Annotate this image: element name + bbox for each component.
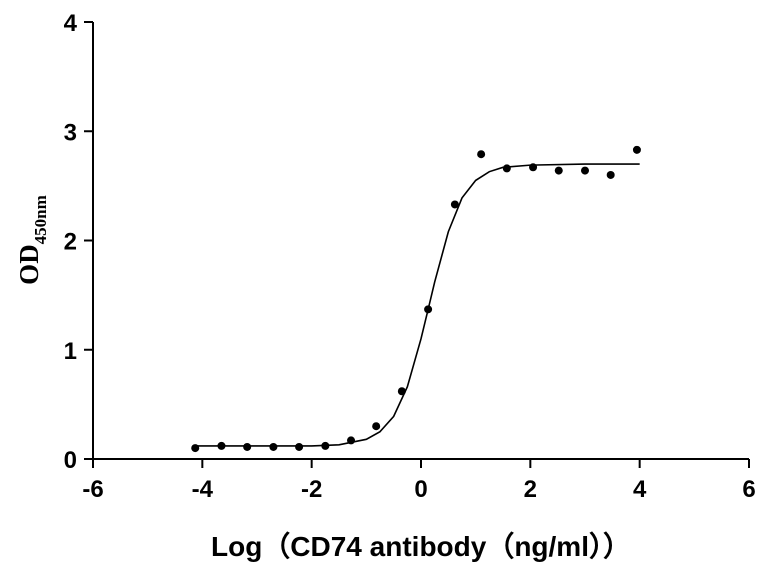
x-tick-label: 6	[742, 476, 755, 503]
data-point	[529, 163, 538, 172]
data-point	[269, 442, 278, 451]
data-point	[581, 166, 589, 175]
data-point	[321, 441, 330, 450]
data-point	[450, 200, 459, 209]
data-point	[243, 442, 252, 451]
data-point	[217, 441, 226, 450]
y-tick-label: 2	[64, 229, 77, 256]
y-tick-label: 4	[64, 10, 78, 37]
x-tick-label: -2	[301, 476, 322, 503]
data-point	[295, 442, 304, 451]
x-axis-label: Log（CD74 antibody（ng/ml））	[211, 530, 631, 562]
x-tick-label: -6	[82, 476, 103, 503]
y-axis-label-main: OD	[14, 244, 44, 285]
data-point	[397, 387, 406, 396]
x-tick-label: 0	[414, 476, 427, 503]
y-tick-label: 0	[64, 447, 77, 474]
x-tick-label: 2	[524, 476, 537, 503]
y-axis-label: OD450nm	[14, 195, 50, 285]
data-point	[347, 436, 356, 445]
y-tick-label: 1	[64, 338, 77, 365]
data-point	[502, 164, 511, 173]
x-tick-label: -4	[192, 476, 214, 503]
x-tick-label: 4	[633, 476, 647, 503]
data-point	[632, 145, 641, 154]
data-point	[477, 150, 486, 159]
fit-curve	[195, 163, 640, 447]
y-tick-label: 3	[64, 119, 77, 146]
data-point	[424, 305, 433, 314]
y-axis-label-subscript: 450nm	[31, 195, 50, 244]
data-point	[554, 166, 563, 175]
data-point	[372, 422, 381, 431]
data-point	[606, 170, 615, 179]
data-point	[191, 444, 200, 453]
